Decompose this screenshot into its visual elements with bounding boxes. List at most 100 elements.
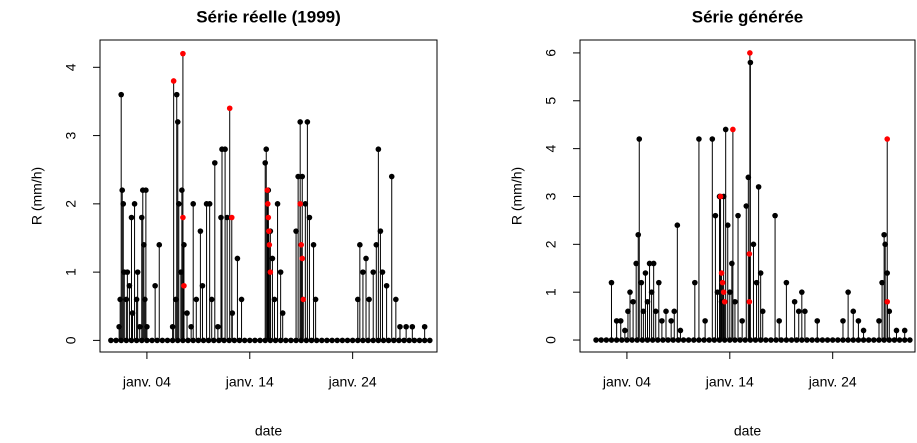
point bbox=[302, 201, 309, 207]
point bbox=[709, 136, 716, 142]
point bbox=[799, 337, 805, 343]
point bbox=[646, 260, 653, 267]
point bbox=[131, 201, 138, 207]
point bbox=[685, 337, 692, 343]
point bbox=[264, 187, 271, 193]
point bbox=[896, 337, 903, 343]
point bbox=[373, 242, 380, 248]
point bbox=[124, 269, 131, 275]
point bbox=[735, 212, 741, 219]
point bbox=[143, 187, 149, 193]
point bbox=[324, 337, 330, 344]
point bbox=[271, 296, 278, 303]
point bbox=[778, 337, 785, 343]
point bbox=[706, 337, 713, 343]
point bbox=[226, 337, 233, 344]
point bbox=[622, 327, 628, 334]
point bbox=[366, 296, 372, 303]
point bbox=[329, 337, 335, 344]
point bbox=[814, 318, 821, 324]
point bbox=[349, 337, 356, 344]
plot-box bbox=[99, 39, 438, 353]
y-tick-label: 0 bbox=[63, 336, 79, 344]
point bbox=[184, 310, 190, 316]
point bbox=[772, 212, 778, 219]
point bbox=[334, 337, 341, 344]
point bbox=[212, 160, 218, 166]
point bbox=[200, 337, 207, 344]
point bbox=[193, 296, 200, 303]
point bbox=[737, 337, 743, 343]
point bbox=[716, 337, 723, 343]
point bbox=[690, 337, 697, 343]
point bbox=[370, 269, 377, 275]
point bbox=[264, 201, 271, 207]
point bbox=[310, 242, 317, 248]
point bbox=[702, 318, 708, 324]
point bbox=[639, 337, 646, 343]
point bbox=[181, 282, 187, 289]
point bbox=[712, 212, 719, 219]
point bbox=[598, 337, 604, 343]
point bbox=[390, 337, 397, 344]
point bbox=[360, 269, 366, 275]
point bbox=[850, 308, 857, 315]
point bbox=[199, 282, 206, 289]
point bbox=[717, 193, 724, 200]
point bbox=[721, 298, 728, 305]
y-axis-label: R (mm/h) bbox=[509, 167, 525, 225]
point bbox=[788, 337, 795, 343]
point bbox=[180, 50, 186, 57]
x-axis-label: date bbox=[255, 423, 282, 439]
point bbox=[876, 318, 882, 324]
point bbox=[793, 337, 800, 343]
point bbox=[654, 337, 661, 343]
point bbox=[128, 214, 135, 221]
point bbox=[613, 318, 620, 324]
point bbox=[886, 337, 893, 343]
point bbox=[397, 323, 403, 330]
point bbox=[755, 184, 762, 190]
point bbox=[671, 308, 678, 315]
point bbox=[802, 308, 808, 315]
point bbox=[644, 337, 651, 343]
point bbox=[228, 214, 235, 221]
point bbox=[648, 289, 655, 295]
point bbox=[134, 269, 141, 275]
point bbox=[891, 337, 898, 343]
point bbox=[660, 337, 666, 343]
point bbox=[783, 337, 790, 343]
point bbox=[677, 327, 684, 334]
point bbox=[739, 318, 745, 324]
point bbox=[303, 337, 310, 344]
point bbox=[300, 296, 307, 303]
point bbox=[388, 173, 395, 180]
point bbox=[791, 298, 798, 305]
point bbox=[288, 337, 294, 344]
point bbox=[855, 337, 862, 343]
point bbox=[339, 337, 346, 344]
point bbox=[901, 337, 908, 343]
point bbox=[297, 201, 303, 207]
point bbox=[845, 337, 851, 343]
point bbox=[845, 289, 851, 295]
point bbox=[118, 91, 124, 98]
point bbox=[634, 337, 641, 343]
point bbox=[266, 228, 272, 234]
point bbox=[262, 337, 269, 344]
point bbox=[170, 78, 177, 84]
point bbox=[241, 337, 248, 344]
x-tick-label: janv. 14 bbox=[705, 374, 754, 390]
point bbox=[724, 222, 731, 228]
panel: Série générée date R (mm/h) 0 1 2 3 4 5 6 janv. 04… bbox=[509, 7, 916, 439]
point bbox=[638, 279, 645, 286]
point bbox=[306, 214, 313, 221]
point bbox=[652, 308, 659, 315]
y-tick-label: 0 bbox=[543, 336, 559, 344]
point bbox=[819, 337, 826, 343]
point bbox=[206, 201, 213, 207]
point bbox=[293, 228, 299, 234]
point bbox=[357, 242, 363, 248]
point bbox=[229, 310, 236, 316]
point bbox=[409, 323, 416, 330]
